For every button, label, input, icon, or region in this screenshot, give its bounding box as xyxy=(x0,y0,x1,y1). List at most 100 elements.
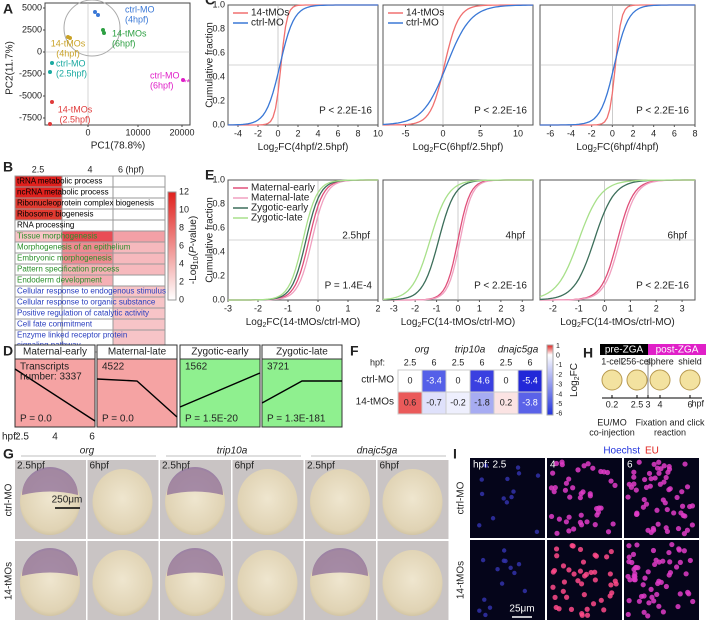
tick-label: -2500 xyxy=(19,68,42,78)
nucleus xyxy=(548,485,555,491)
nucleus xyxy=(479,477,484,482)
nucleus xyxy=(627,577,633,583)
stage-label: hpf: 2.5 xyxy=(473,460,507,471)
colorbar-tick: 8 xyxy=(179,222,184,232)
nucleus xyxy=(593,553,599,559)
nucleus xyxy=(642,575,648,581)
nucleus xyxy=(647,483,653,489)
nucleus xyxy=(607,571,613,577)
nucleus xyxy=(590,465,596,471)
stage-label: 2.5hpf xyxy=(342,231,370,242)
cell-value: -4.6 xyxy=(474,375,490,385)
tick-label: -5000 xyxy=(19,90,42,100)
nucleus xyxy=(645,527,651,533)
stage-label: 6 xyxy=(627,460,633,471)
embryo xyxy=(601,369,623,391)
nucleus xyxy=(640,582,646,588)
nucleus xyxy=(660,558,666,564)
label-part: 2 xyxy=(274,147,278,154)
nucleus xyxy=(626,554,632,560)
axis-label: Log2FC(14-tMOs/ctrl-MO) xyxy=(246,317,360,329)
nucleus xyxy=(534,529,540,535)
tick-label: 4 xyxy=(651,128,656,138)
nucleus xyxy=(568,606,575,612)
phase-label: post-ZGA xyxy=(656,345,699,356)
box-title: Zygotic-late xyxy=(276,347,328,358)
nucleus xyxy=(490,516,496,521)
tick-label: 0.8 xyxy=(212,23,225,33)
axis-label: PC2(11.7%) xyxy=(5,41,16,95)
nucleus xyxy=(684,484,691,490)
p-value: P = 0.0 xyxy=(20,414,52,425)
nucleus xyxy=(608,478,614,484)
p-value: P = 1.3E-181 xyxy=(267,414,326,425)
heat-cell xyxy=(112,208,166,221)
tick-label: 2 xyxy=(375,303,380,313)
trend-line xyxy=(261,380,342,404)
colorbar xyxy=(546,344,554,416)
nucleus xyxy=(677,591,683,597)
gene-label: dnajc5ga xyxy=(498,345,539,356)
time-unit: hpf xyxy=(691,398,704,408)
tick-label: 0.4 xyxy=(212,246,225,256)
time-label: 6 xyxy=(687,399,692,409)
nucleus xyxy=(571,526,577,532)
nucleus xyxy=(665,469,671,475)
label-part: FC(6hpf/2.5hpf) xyxy=(433,142,503,153)
tick-label: 6 xyxy=(672,128,677,138)
embryo xyxy=(92,550,153,616)
heat-cell xyxy=(112,318,166,331)
label-part: Log xyxy=(560,317,577,328)
nucleus xyxy=(504,500,510,505)
cell-value: -3.4 xyxy=(426,375,442,385)
nucleus xyxy=(477,523,482,528)
nucleus xyxy=(651,461,657,467)
nucleus xyxy=(581,592,587,598)
tick-label: 0.2 xyxy=(212,95,225,105)
nucleus xyxy=(552,594,558,600)
tick-label: 0 xyxy=(315,303,320,313)
micrograph xyxy=(624,458,699,538)
nucleus xyxy=(577,568,584,574)
tick-label: 0.8 xyxy=(212,198,225,208)
tick-label: -2 xyxy=(254,303,262,313)
trend-box xyxy=(261,358,343,428)
legend-label: Maternal-early xyxy=(251,183,315,194)
nucleus xyxy=(596,505,602,511)
nucleus xyxy=(677,559,683,565)
nucleus xyxy=(480,557,486,563)
nucleus xyxy=(575,467,581,473)
transcript-count: 4522 xyxy=(102,362,125,373)
panel-letter: G xyxy=(3,446,14,462)
group-label: (6hpf) xyxy=(150,80,174,90)
axis-label: Log2FC xyxy=(569,363,581,397)
embryo xyxy=(679,369,701,391)
tick-label: 0.4 xyxy=(212,71,225,81)
tick-label: 0 xyxy=(455,303,460,313)
tick-label: 5000 xyxy=(22,2,42,12)
micrograph xyxy=(547,458,622,538)
column-label: 6 (hpf) xyxy=(118,164,144,174)
nucleus xyxy=(590,601,597,607)
tick-label: 1.0 xyxy=(212,174,225,184)
nucleus xyxy=(561,579,568,585)
column-label: 2.5 xyxy=(32,164,45,174)
nucleus xyxy=(579,612,585,618)
nucleus xyxy=(483,463,489,468)
transcript-count: 1562 xyxy=(185,362,208,373)
cell-value: -5.4 xyxy=(522,375,538,385)
nucleus xyxy=(633,487,639,493)
tick-label: -3 xyxy=(224,303,232,313)
step-label: reaction xyxy=(654,427,686,437)
nucleus xyxy=(684,527,691,533)
nucleus xyxy=(511,489,516,494)
tick-label: 0 xyxy=(602,303,607,313)
step-label: Fixation and click xyxy=(635,417,705,427)
nucleus xyxy=(654,591,660,598)
step-label: EU/MO xyxy=(597,417,627,427)
label-part: 2 xyxy=(262,322,266,329)
nucleus xyxy=(595,509,601,515)
term-label: RNA processing xyxy=(17,221,74,230)
term-label: ncRNA metabolic process xyxy=(17,188,109,197)
cdf-curve xyxy=(228,4,378,126)
